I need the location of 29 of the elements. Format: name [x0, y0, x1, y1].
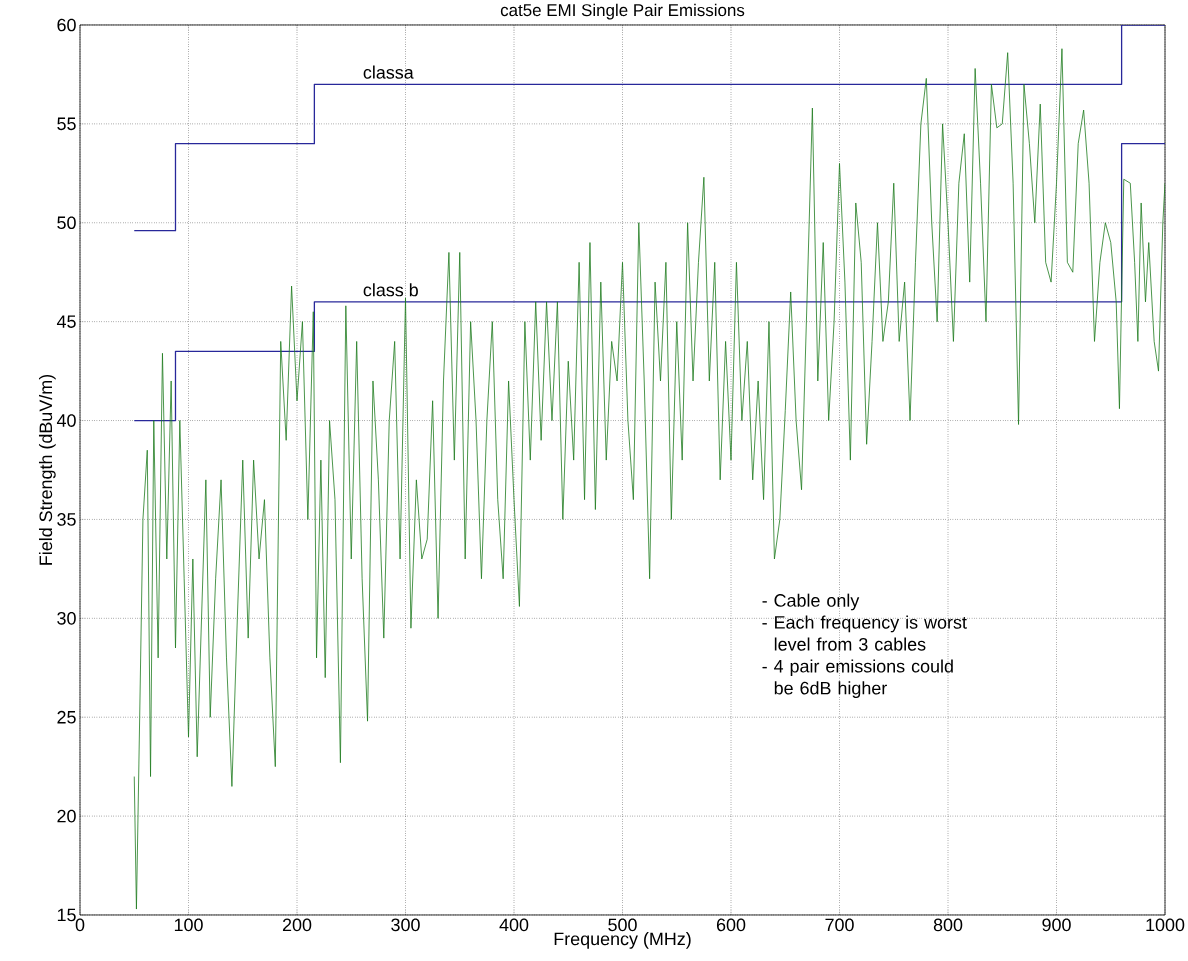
x-tick-label: 0: [75, 918, 85, 932]
annotation: - 4 pair emissions could be 6dB higher: [762, 659, 953, 699]
y-tick-label: 60: [57, 18, 76, 32]
annotation: - Cable only: [762, 593, 860, 611]
y-tick-label: 50: [57, 216, 76, 230]
x-tick-label: 500: [608, 918, 637, 932]
x-axis-title: Frequency (MHz): [554, 932, 691, 949]
y-axis-title: Field Strength (dBuV/m): [38, 374, 56, 565]
x-tick-label: 1000: [1146, 918, 1185, 932]
y-tick-label: 35: [57, 513, 76, 526]
annotation: - Each frequency is worst level from 3 cables: [762, 615, 967, 651]
x-tick-label: 900: [1042, 918, 1071, 932]
x-tick-label: 100: [174, 918, 203, 932]
series-label: class b: [363, 283, 418, 297]
y-tick-label: 30: [57, 611, 76, 625]
x-tick-label: 600: [716, 918, 746, 932]
y-tick-label: 55: [57, 117, 76, 131]
chart-title: cat5e EMI Single Pair Emissions: [500, 3, 745, 20]
x-tick-label: 800: [933, 918, 963, 932]
series-label: classa: [363, 65, 414, 79]
y-tick-label: 40: [56, 414, 76, 427]
y-tick-label: 20: [57, 809, 76, 823]
x-tick-label: 200: [282, 918, 312, 932]
x-tick-label: 400: [499, 918, 529, 932]
x-tick-label: 300: [391, 918, 420, 932]
x-tick-label: 700: [825, 918, 854, 932]
y-tick-label: 45: [56, 315, 76, 328]
y-tick-label: 15: [57, 908, 76, 922]
y-tick-label: 25: [57, 710, 76, 724]
